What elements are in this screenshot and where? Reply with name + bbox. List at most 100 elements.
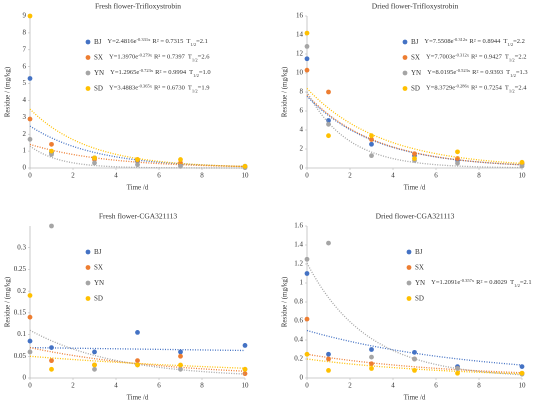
x-tick-label: 6 <box>157 172 161 180</box>
y-tick-label: 1.4 <box>294 241 303 249</box>
y-axis-label: Residue / (mg/kg) <box>281 66 289 117</box>
data-point <box>242 163 248 169</box>
t-sub: 1/2 <box>507 42 513 47</box>
y-tick-label: 12 <box>296 50 304 58</box>
data-point <box>326 240 331 246</box>
y-tick-label: 0.4 <box>294 336 303 344</box>
data-point <box>242 366 248 372</box>
eq-coef: 8.3729 <box>434 85 452 92</box>
t-prefix: T <box>188 85 192 92</box>
y-tick-label: 0 <box>23 374 27 382</box>
x-tick-label: 6 <box>157 382 161 390</box>
x-tick-label: 0 <box>305 382 309 390</box>
r2-prefix: R² = <box>155 69 167 76</box>
legend-marker <box>85 70 91 76</box>
eq-coef: 1.2091 <box>440 279 458 286</box>
legend-entry: YN Y=1.2091e-0.357x R² = 0.8029 T1/2=2.1 <box>415 278 532 288</box>
t-eq: = <box>513 38 517 45</box>
data-point <box>519 364 525 369</box>
legend-marker <box>402 55 408 60</box>
chart-title: Dried flower-CGA321113 <box>376 212 455 221</box>
data-point <box>369 141 374 147</box>
data-point <box>27 314 33 320</box>
chart-panel: Dried flower-Trifloxystrobin 0 2 4 6 8 10 12 14 1… <box>281 2 528 192</box>
data-point <box>519 163 525 169</box>
x-tick-label: 8 <box>477 172 481 180</box>
data-point <box>326 351 331 357</box>
chart-panel: Dried flower-CGA321113 0 0.2 0.4 0.6 0.8 1 1.2 1… <box>281 212 532 402</box>
x-tick-label: 10 <box>519 382 527 390</box>
legend-marker <box>402 70 408 76</box>
data-point <box>27 116 33 122</box>
legend-marker <box>402 86 408 91</box>
y-tick-label: 7 <box>23 45 27 53</box>
legend-entry: BJ Y=7.5508e-0.312x R² = 0.8944 T1/2=2.2 <box>411 37 525 47</box>
y-tick-label: 1 <box>300 279 304 287</box>
data-point <box>27 338 33 344</box>
legend-entry: SX <box>94 263 103 271</box>
data-point <box>242 371 248 377</box>
data-point <box>326 121 331 127</box>
t-sub: 1/2 <box>514 283 520 288</box>
data-point <box>412 368 417 373</box>
series-name: BJ <box>411 38 419 46</box>
eq-exponent: -0.365x <box>138 83 153 88</box>
y-tick-label: 0.15 <box>14 308 27 316</box>
t-eq: = <box>515 54 519 61</box>
x-tick-label: 10 <box>519 172 527 180</box>
t-eq: = <box>515 85 519 92</box>
data-point <box>412 349 417 355</box>
r2-prefix: R² = <box>152 38 164 45</box>
x-tick-label: 4 <box>114 382 118 390</box>
half-life: 2.6 <box>201 54 210 61</box>
data-point <box>92 155 97 161</box>
r2-value: 0.7254 <box>484 85 503 92</box>
half-life: 1.0 <box>203 69 211 76</box>
series-name: SD <box>94 84 103 92</box>
y-tick-label: 0 <box>300 164 304 172</box>
data-point <box>27 293 33 298</box>
legend-marker <box>85 86 91 91</box>
data-point <box>178 349 183 355</box>
legend-entry: YN Y=1.2965e-0.723x R² = 0.9994 T1/2=1.0 <box>94 68 211 78</box>
x-tick-label: 10 <box>242 172 250 180</box>
series-name: YN <box>411 69 421 77</box>
y-tick-label: 1 <box>23 147 27 155</box>
y-tick-label: 10 <box>296 69 304 77</box>
data-point <box>27 13 33 19</box>
data-point <box>412 156 417 161</box>
eq-exponent: -0.723x <box>139 68 154 73</box>
r2-prefix: R² = <box>471 54 483 61</box>
data-point <box>49 366 54 372</box>
half-life: 2.1 <box>200 38 208 45</box>
x-tick-label: 6 <box>434 172 438 180</box>
y-tick-label: 0.1 <box>17 330 26 338</box>
data-point <box>92 362 97 368</box>
r2-prefix: R² = <box>471 85 483 92</box>
data-point <box>326 89 331 95</box>
r2-prefix: R² = <box>154 54 166 61</box>
data-point <box>27 76 33 81</box>
legend-marker <box>85 249 91 255</box>
eq-prefix: Y= <box>426 54 435 61</box>
data-point <box>304 67 310 73</box>
y-tick-label: 0 <box>300 374 304 382</box>
eq-coef: 7.5508 <box>433 38 451 45</box>
legend-marker <box>402 39 408 45</box>
data-point <box>455 160 460 166</box>
data-point <box>326 118 331 123</box>
half-life: 2.4 <box>518 85 527 92</box>
series-name: BJ <box>94 38 102 46</box>
legend-marker <box>406 265 412 270</box>
y-tick-label: 1.2 <box>294 260 303 268</box>
data-point <box>178 160 183 166</box>
y-tick-label: 0.8 <box>294 298 303 306</box>
data-point <box>369 153 374 159</box>
t-prefix: T <box>506 69 510 76</box>
data-point <box>27 136 33 142</box>
x-axis-label: Time /d <box>404 394 426 402</box>
series-name: SD <box>411 84 420 92</box>
x-axis-label: Time /d <box>127 184 149 192</box>
legend-entry: YN <box>94 279 104 287</box>
t-prefix: T <box>505 54 509 61</box>
